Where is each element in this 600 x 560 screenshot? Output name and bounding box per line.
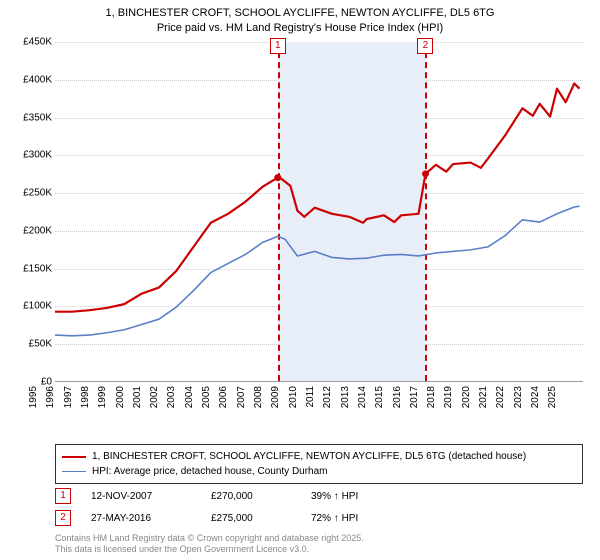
chart-title: 1, BINCHESTER CROFT, SCHOOL AYCLIFFE, NE… — [0, 0, 600, 36]
y-tick-label: £350K — [6, 112, 52, 123]
sale-dot — [274, 174, 281, 181]
y-tick-label: £150K — [6, 263, 52, 274]
y-tick-label: £400K — [6, 74, 52, 85]
title-line2: Price paid vs. HM Land Registry's House … — [0, 21, 600, 36]
legend-swatch — [62, 471, 86, 472]
y-tick-label: £100K — [6, 301, 52, 312]
sale-date: 12-NOV-2007 — [91, 491, 191, 502]
sale-marker-badge: 2 — [417, 38, 433, 54]
footer-attribution: Contains HM Land Registry data © Crown c… — [55, 533, 364, 556]
sale-marker-badge: 1 — [270, 38, 286, 54]
sale-dot — [422, 170, 429, 177]
y-tick-label: £450K — [6, 37, 52, 48]
title-line1: 1, BINCHESTER CROFT, SCHOOL AYCLIFFE, NE… — [0, 6, 600, 21]
chart-container: £0£50K£100K£150K£200K£250K£300K£350K£400… — [0, 42, 600, 412]
sale-hpi-delta: 72% ↑ HPI — [311, 513, 358, 524]
sale-record: 2 27-MAY-2016 £275,000 72% ↑ HPI — [55, 510, 583, 526]
sale-hpi-delta: 39% ↑ HPI — [311, 491, 358, 502]
footer-line2: This data is licensed under the Open Gov… — [55, 544, 364, 556]
footer-line1: Contains HM Land Registry data © Crown c… — [55, 533, 364, 545]
sale-date: 27-MAY-2016 — [91, 513, 191, 524]
line-series — [55, 42, 583, 381]
sale-record: 1 12-NOV-2007 £270,000 39% ↑ HPI — [55, 488, 583, 504]
y-tick-label: £50K — [6, 339, 52, 350]
sale-badge: 1 — [55, 488, 71, 504]
sale-price: £270,000 — [211, 491, 291, 502]
series-hpi — [55, 206, 580, 336]
legend-item: 1, BINCHESTER CROFT, SCHOOL AYCLIFFE, NE… — [62, 449, 576, 464]
legend-item: HPI: Average price, detached house, Coun… — [62, 464, 576, 479]
legend: 1, BINCHESTER CROFT, SCHOOL AYCLIFFE, NE… — [55, 444, 583, 484]
y-tick-label: £300K — [6, 150, 52, 161]
x-tick-label: 2025 — [547, 386, 600, 408]
legend-swatch — [62, 456, 86, 458]
sale-badge: 2 — [55, 510, 71, 526]
plot-area: 12 — [55, 42, 583, 382]
sale-price: £275,000 — [211, 513, 291, 524]
y-tick-label: £200K — [6, 225, 52, 236]
legend-label: HPI: Average price, detached house, Coun… — [92, 464, 328, 479]
legend-label: 1, BINCHESTER CROFT, SCHOOL AYCLIFFE, NE… — [92, 449, 526, 464]
y-tick-label: £250K — [6, 188, 52, 199]
series-property — [55, 83, 580, 311]
